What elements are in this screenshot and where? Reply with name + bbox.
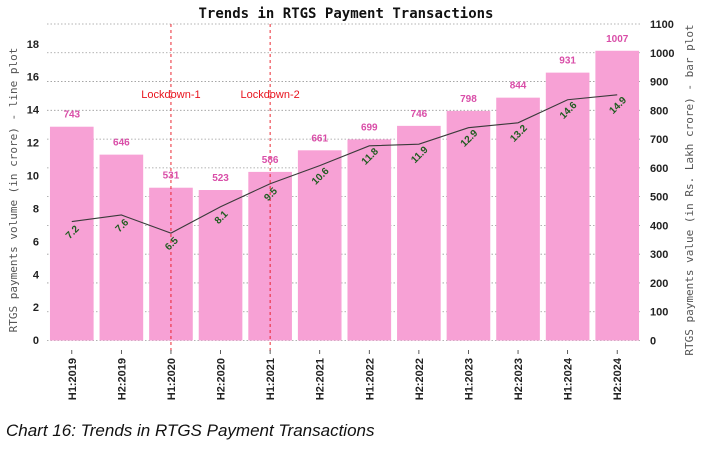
x-tick-label: H1:2022 <box>364 358 376 400</box>
left-tick-label: 14 <box>27 105 40 117</box>
x-axis-ticks: H1:2019 H2:2019 H1:2020 H2:2020 H1:2021 H2:20… <box>67 350 624 400</box>
bar <box>496 97 540 341</box>
bar-value-labels: 743 646 531 523 586 661 699 746 798 844 931 1007 <box>63 34 628 184</box>
lockdown-label: Lockdown-1 <box>141 89 200 101</box>
right-tick-label: 700 <box>650 134 668 146</box>
chart-title: Trends in RTGS Payment Transactions <box>198 6 493 22</box>
left-tick-label: 10 <box>27 170 39 182</box>
x-tick-label: H2:2019 <box>116 358 128 400</box>
bar <box>446 110 491 341</box>
bar-series <box>49 50 640 341</box>
right-tick-label: 1100 <box>650 19 674 31</box>
bar <box>545 72 590 341</box>
right-tick-label: 800 <box>650 105 668 117</box>
bar <box>49 126 94 341</box>
left-tick-label: 4 <box>33 269 40 281</box>
gridlines <box>47 23 642 341</box>
volume-line <box>71 94 618 234</box>
bar-value-label: 531 <box>163 171 180 182</box>
x-tick-label: H2:2020 <box>216 358 228 400</box>
bar-value-label: 661 <box>311 133 328 144</box>
bar-value-label: 523 <box>212 173 229 184</box>
bar-value-label: 743 <box>63 110 80 121</box>
right-tick-label: 100 <box>650 307 668 319</box>
left-tick-label: 2 <box>33 302 39 314</box>
left-axis-ticks: 0 2 4 6 8 10 12 14 16 18 <box>27 39 40 347</box>
left-tick-label: 18 <box>27 39 39 51</box>
y-axis-left-label: RTGS payments volume (in crore) - line p… <box>7 48 20 333</box>
bar <box>99 154 144 341</box>
x-tick-label: H1:2019 <box>67 358 79 400</box>
right-tick-label: 600 <box>650 163 668 175</box>
bar-value-label: 699 <box>361 122 378 133</box>
left-tick-label: 12 <box>27 138 39 150</box>
right-tick-label: 900 <box>650 77 668 89</box>
bar-value-label: 746 <box>411 109 428 120</box>
x-tick-label: H2:2023 <box>513 358 525 400</box>
rtgs-chart: Trends in RTGS Payment Transactions Lock… <box>7 6 696 400</box>
right-tick-label: 300 <box>650 249 668 261</box>
left-tick-label: 0 <box>33 335 39 347</box>
bar <box>347 139 392 341</box>
x-tick-label: H1:2023 <box>463 358 475 400</box>
right-tick-label: 1000 <box>650 48 674 60</box>
right-tick-label: 0 <box>650 336 656 348</box>
x-tick-label: H1:2024 <box>563 357 575 400</box>
bar-value-label: 1007 <box>606 34 629 45</box>
left-tick-label: 6 <box>33 236 39 248</box>
event-markers: Lockdown-1 Lockdown-2 <box>141 24 300 354</box>
x-tick-label: H2:2022 <box>414 358 426 400</box>
right-tick-label: 400 <box>650 220 668 232</box>
bar-value-label: 931 <box>559 56 576 67</box>
bar <box>595 50 640 341</box>
bar <box>297 150 342 341</box>
x-tick-label: H2:2021 <box>315 358 327 400</box>
y-axis-right-label: RTGS payments value (in Rs. Lakh crore) … <box>683 24 696 355</box>
x-tick-label: H2:2024 <box>612 357 624 400</box>
line-series <box>71 94 618 234</box>
right-tick-label: 500 <box>650 192 668 204</box>
bar-value-label: 586 <box>262 155 279 166</box>
bar-value-label: 844 <box>510 81 527 92</box>
line-value-labels: 7.2 7.66.58.19.510.611.8 11.912.9 13.214.6 1… <box>64 95 629 253</box>
right-tick-label: 200 <box>650 278 668 290</box>
lockdown-label: Lockdown-2 <box>240 89 299 101</box>
right-axis-ticks: 0 100 200 300 400 500 600 700 800 900 1000 1100 <box>650 19 674 348</box>
bar-value-label: 798 <box>460 94 477 105</box>
left-tick-label: 8 <box>33 203 39 215</box>
bar-value-label: 646 <box>113 138 130 149</box>
x-tick-label: H1:2021 <box>265 358 277 400</box>
left-tick-label: 16 <box>27 72 39 84</box>
bar <box>397 125 441 341</box>
chart-caption: Chart 16: Trends in RTGS Payment Transac… <box>6 421 375 440</box>
x-tick-label: H1:2020 <box>166 358 178 400</box>
